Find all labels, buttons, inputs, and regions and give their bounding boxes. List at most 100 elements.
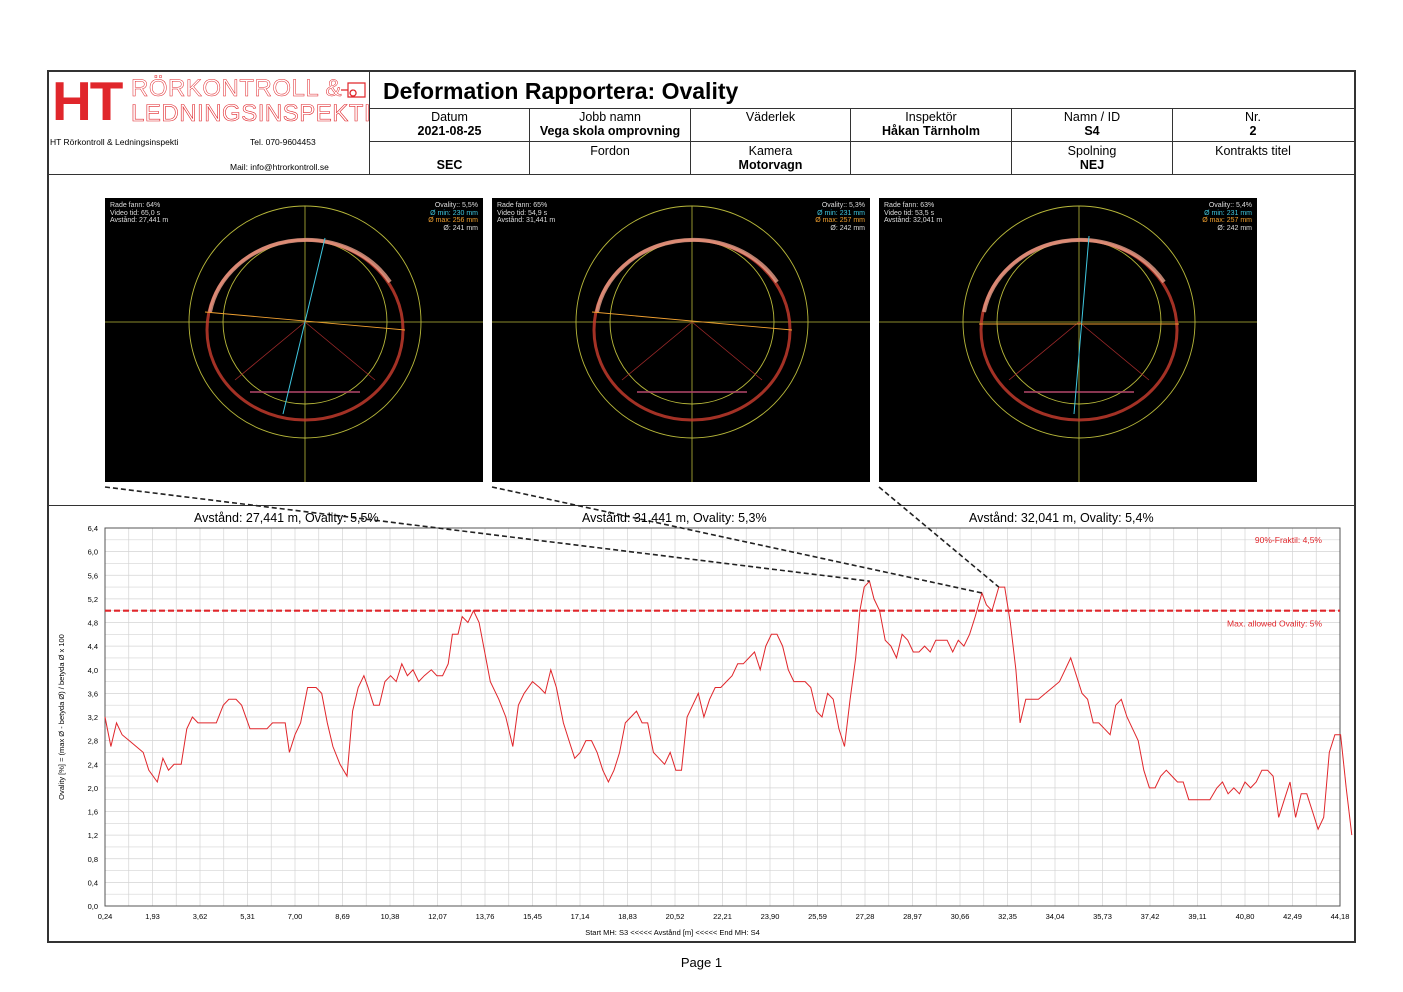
namn-value: S4: [1084, 124, 1100, 138]
snapshot-leader-line: [878, 486, 1000, 588]
sector-line: [691, 321, 763, 381]
x-tick-label: 22,21: [713, 912, 732, 921]
x-tick-label: 17,14: [571, 912, 590, 921]
y-tick-label: 4,0: [88, 666, 98, 675]
snapshot-leader-line: [491, 486, 983, 594]
field-divider: [529, 108, 530, 174]
sec-value: SEC: [436, 158, 463, 172]
jobb-label: Jobb namn: [579, 110, 641, 124]
ovality-snapshot-2[interactable]: Rade fann: 65% Video tid: 54,9 s Avstånd…: [492, 198, 870, 482]
jobb-cell: Jobb namn Vega skola omprovning: [530, 110, 690, 138]
namn-cell: Namn / ID S4: [1012, 110, 1172, 138]
profile-highlight: [982, 237, 1166, 313]
x-tick-label: 13,76: [476, 912, 495, 921]
company-phone: Tel. 070-9604453: [250, 137, 316, 147]
y-tick-label: 5,6: [88, 571, 98, 580]
x-tick-label: 15,45: [523, 912, 542, 921]
y-tick-label: 1,6: [88, 808, 98, 817]
snapshot-ovality: Ovality:: 5,4%: [1208, 202, 1252, 209]
snapshot-ovality: Ovality:: 5,5%: [434, 202, 478, 209]
y-tick-label: 4,8: [88, 619, 98, 628]
x-tick-label: 39,11: [1188, 912, 1206, 921]
snapshot-caption-3: Avstånd: 32,041 m, Ovality: 5,4%: [969, 511, 1154, 525]
snapshot-info-right: Ovality:: 5,5% Ø min: 230 mm Ø max: 256 …: [428, 202, 478, 232]
snapshot-diameter: Ø: 242 mm: [1217, 224, 1252, 232]
ovality-snapshot-1[interactable]: Rade fann: 64% Video tid: 65,0 s Avstånd…: [105, 198, 483, 482]
snapshot-caption-1: Avstånd: 27,441 m, Ovality: 5,5%: [194, 511, 379, 525]
snapshot-leader-line: [104, 486, 870, 582]
vader-label: Väderlek: [745, 110, 796, 124]
snapshot-min: Ø min: 231 mm: [817, 209, 865, 217]
snapshot-min: Ø min: 230 mm: [430, 209, 478, 217]
x-tick-label: 30,66: [951, 912, 970, 921]
y-tick-label: 6,4: [88, 524, 98, 533]
snapshot-max: Ø max: 256 mm: [428, 217, 478, 224]
camera-plug-icon: [341, 82, 366, 98]
x-tick-label: 23,90: [761, 912, 780, 921]
profile-highlight: [208, 237, 392, 313]
spolning-value: NEJ: [1079, 158, 1105, 172]
max-diameter-line: [591, 311, 793, 331]
sector-line: [1078, 321, 1150, 381]
y-tick-label: 5,2: [88, 595, 98, 604]
field-row-divider: [369, 141, 1355, 142]
x-tick-label: 40,80: [1236, 912, 1255, 921]
y-tick-label: 0,4: [88, 878, 98, 887]
x-tick-label: 10,38: [381, 912, 400, 921]
x-tick-label: 28,97: [903, 912, 922, 921]
spolning-label: Spolning: [1067, 144, 1117, 158]
y-tick-label: 2,4: [88, 760, 98, 769]
title-divider: [369, 108, 1355, 109]
jobb-value: Vega skola omprovning: [539, 124, 681, 138]
y-tick-label: 2,8: [88, 737, 98, 746]
fraktil-label: 90%-Fraktil: 4,5%: [1255, 535, 1323, 545]
sector-line: [234, 321, 306, 381]
snapshot-info-left: Rade fann: 64% Video tid: 65,0 s Avstånd…: [110, 202, 169, 224]
outer-ring: [575, 205, 809, 439]
x-tick-label: 32,35: [998, 912, 1017, 921]
snapshot-diameter: Ø: 242 mm: [830, 224, 865, 232]
company-name: HT Rörkontroll & Ledningsinspekti: [50, 137, 179, 147]
max-diameter-line: [204, 311, 406, 331]
x-tick-label: 3,62: [193, 912, 208, 921]
spolning-cell: Spolning NEJ: [1012, 144, 1172, 172]
header-bottom-divider: [48, 174, 1355, 175]
x-tick-label: 37,42: [1141, 912, 1160, 921]
field-divider: [1011, 108, 1012, 174]
chart-top-divider: [48, 505, 1355, 506]
min-diameter-line: [282, 237, 326, 415]
ovality-snapshot-3[interactable]: Rade fann: 63% Video tid: 53,5 s Avstånd…: [879, 198, 1257, 482]
y-tick-label: 4,4: [88, 642, 98, 651]
x-tick-label: 12,07: [428, 912, 447, 921]
y-tick-label: 3,6: [88, 689, 98, 698]
inspektor-value: Håkan Tärnholm: [882, 124, 980, 138]
x-tick-label: 34,04: [1046, 912, 1065, 921]
x-tick-label: 18,83: [618, 912, 637, 921]
profile-highlight: [595, 237, 779, 313]
sec-cell: SEC: [370, 158, 529, 172]
logo-line2: LEDNINGSINSPEKTION: [131, 100, 369, 127]
y-tick-label: 3,2: [88, 713, 98, 722]
y-tick-label: 0,8: [88, 855, 98, 864]
x-tick-label: 5,31: [240, 912, 255, 921]
kontrakt-label: Kontrakts titel: [1215, 144, 1291, 158]
inspektor-label: Inspektör: [905, 110, 957, 124]
company-logo: HT RÖRKONTROLL & LEDNINGSINSPEKTION: [49, 72, 369, 174]
x-tick-label: 7,00: [288, 912, 303, 921]
x-tick-label: 25,59: [808, 912, 827, 921]
datum-cell: Datum 2021-08-25: [370, 110, 529, 138]
sector-line: [1008, 321, 1080, 381]
nr-value: 2: [1249, 124, 1257, 138]
ovality-series-line: [104, 580, 1353, 836]
kamera-value: Motorvagn: [738, 158, 803, 172]
field-divider: [850, 108, 851, 174]
fordon-cell: Fordon: [530, 144, 690, 158]
nr-cell: Nr. 2: [1173, 110, 1333, 138]
pipe-cross-section: [492, 205, 870, 482]
snapshot-caption-2: Avstånd: 31,441 m, Ovality: 5,3%: [582, 511, 767, 525]
x-tick-label: 42,49: [1283, 912, 1302, 921]
y-tick-label: 1,2: [88, 831, 98, 840]
sector-line: [304, 321, 376, 381]
report-frame: [47, 70, 1356, 943]
y-axis-label: Ovality [%] = (max Ø - betyda Ø) / betyd…: [57, 634, 66, 800]
